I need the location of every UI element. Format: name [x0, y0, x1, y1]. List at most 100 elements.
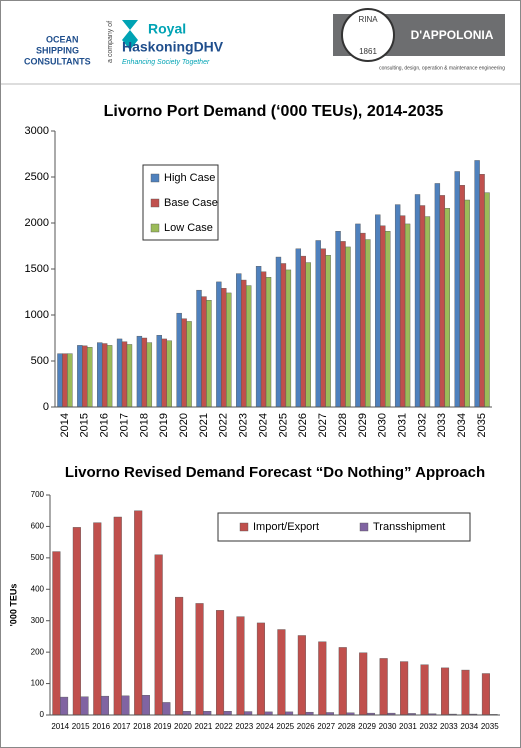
y-tick-label: 3000 — [25, 125, 49, 137]
bar — [196, 289, 202, 408]
bar — [162, 702, 171, 716]
bar — [365, 239, 371, 408]
bar — [434, 183, 441, 408]
bar — [300, 255, 306, 408]
x-tick-label: 2024 — [257, 413, 269, 437]
bar — [134, 510, 143, 716]
y-tick-label: 0 — [43, 401, 49, 413]
bar — [380, 225, 386, 408]
bar — [195, 603, 204, 716]
bar — [481, 673, 490, 716]
x-tick-label: 2035 — [481, 722, 499, 731]
bar — [226, 292, 232, 408]
x-tick-label: 2022 — [218, 413, 230, 437]
bar — [459, 185, 465, 408]
bar — [340, 241, 346, 408]
bar — [394, 204, 401, 408]
y-tick-label: 500 — [31, 553, 45, 562]
company-line: SHIPPING — [36, 45, 79, 55]
x-tick-label: 2021 — [198, 413, 210, 437]
bar — [161, 338, 167, 408]
bar — [203, 711, 212, 716]
bar — [325, 254, 331, 408]
x-tick-label: 2019 — [154, 722, 172, 731]
bar — [385, 231, 391, 408]
bar — [440, 667, 450, 716]
bar — [295, 248, 302, 408]
x-tick-label: 2032 — [416, 413, 428, 437]
x-tick-label: 2026 — [297, 722, 315, 731]
bar — [97, 342, 103, 408]
bar — [116, 338, 123, 408]
bar — [236, 273, 242, 408]
bar — [80, 696, 89, 716]
bar — [82, 345, 88, 408]
y-tick-label: 200 — [31, 647, 45, 656]
x-tick-label: 2030 — [377, 413, 389, 437]
firm-name: D'APPOLONIA — [411, 28, 494, 42]
x-tick-label: 2021 — [195, 722, 213, 731]
bar — [154, 554, 163, 716]
bar — [424, 216, 431, 408]
x-tick-label: 2026 — [297, 413, 309, 437]
bar — [176, 312, 182, 408]
bar — [241, 279, 247, 408]
x-tick-label: 2033 — [440, 722, 458, 731]
bar — [186, 321, 192, 408]
x-tick-label: 2034 — [456, 413, 468, 437]
y-tick-label: 1500 — [25, 263, 49, 275]
legend-swatch — [150, 198, 160, 208]
x-tick-label: 2028 — [338, 722, 356, 731]
y-tick-label: 600 — [31, 522, 45, 531]
bar — [106, 345, 113, 408]
bar — [245, 285, 252, 408]
x-tick-label: 2022 — [215, 722, 233, 731]
bar — [244, 711, 253, 716]
x-tick-label: 2016 — [99, 413, 111, 437]
x-tick-label: 2023 — [235, 722, 253, 731]
x-tick-label: 2015 — [79, 413, 91, 437]
x-tick-label: 2032 — [420, 722, 438, 731]
bar — [146, 342, 153, 408]
x-tick-label: 2028 — [337, 413, 349, 437]
bar — [355, 223, 361, 408]
x-tick-label: 2018 — [138, 413, 150, 437]
bar — [375, 214, 381, 408]
legend-label: Transshipment — [373, 521, 445, 533]
y-tick-label: 500 — [31, 355, 49, 367]
bar — [297, 635, 306, 716]
bar — [141, 695, 150, 716]
x-tick-label: 2029 — [357, 413, 369, 437]
bar — [62, 353, 68, 408]
x-tick-label: 2017 — [118, 413, 130, 437]
x-tick-label: 2035 — [476, 413, 488, 437]
bar — [260, 271, 267, 408]
tagline: a company of — [107, 21, 114, 63]
bar — [100, 695, 110, 716]
bar — [126, 344, 133, 408]
bar — [280, 263, 287, 408]
bar — [121, 695, 130, 716]
bar — [60, 696, 69, 716]
x-tick-label: 2014 — [59, 413, 71, 437]
bar — [156, 335, 162, 408]
partner-name: HaskoningDHV — [122, 39, 224, 55]
x-tick-label: 2020 — [178, 413, 190, 437]
bar — [256, 622, 265, 716]
bar — [454, 171, 460, 408]
bar — [175, 596, 184, 716]
bar — [461, 669, 470, 716]
y-tick-label: 2500 — [25, 171, 49, 183]
bar — [206, 300, 212, 408]
bar — [335, 231, 341, 408]
bar — [87, 347, 93, 408]
x-tick-label: 2029 — [358, 722, 376, 731]
bar — [379, 658, 388, 716]
seal-text: RINA — [358, 15, 378, 24]
bar — [201, 296, 207, 408]
bar — [414, 194, 421, 408]
y-tick-label: 100 — [31, 679, 45, 688]
bar — [72, 527, 81, 716]
firm-slogan: consulting, design, operation & maintena… — [379, 65, 505, 71]
bar — [474, 160, 480, 408]
